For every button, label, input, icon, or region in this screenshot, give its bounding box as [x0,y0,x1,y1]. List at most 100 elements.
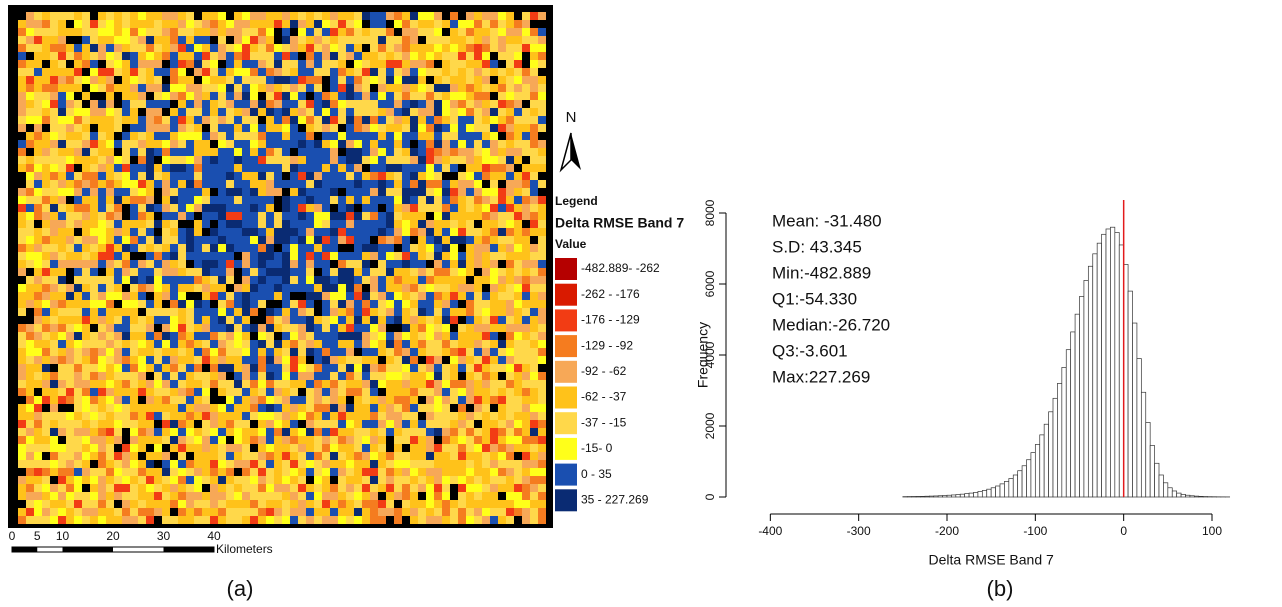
map-cell [410,292,418,300]
map-cell [410,228,418,236]
map-cell [346,412,354,420]
map-cell [506,28,514,36]
map-cell [82,412,90,420]
map-cell [258,436,266,444]
map-cell [386,204,394,212]
map-cell [306,44,314,52]
map-cell [226,444,234,452]
map-cell [530,84,538,92]
map-cell [266,468,274,476]
map-cell [18,412,26,420]
map-cell [282,260,290,268]
map-cell [426,148,434,156]
map-cell [394,180,402,188]
map-cell [442,484,450,492]
map-cell [90,108,98,116]
y-tick-label: 8000 [703,199,717,226]
map-cell [194,204,202,212]
map-cell [370,428,378,436]
map-cell [538,12,546,20]
map-cell [314,244,322,252]
map-cell [474,36,482,44]
map-cell [194,124,202,132]
map-cell [354,220,362,228]
map-cell [474,324,482,332]
map-cell [162,108,170,116]
map-cell [42,492,50,500]
map-cell [266,260,274,268]
map-cell [450,436,458,444]
map-cell [514,164,522,172]
map-cell [170,324,178,332]
map-cell [266,276,274,284]
map-cell [466,220,474,228]
map-cell [242,228,250,236]
map-cell [234,356,242,364]
map-cell [386,484,394,492]
map-cell [66,516,74,524]
map-cell [290,236,298,244]
map-cell [482,308,490,316]
map-cell [234,220,242,228]
map-cell [426,100,434,108]
map-cell [466,244,474,252]
map-cell [298,404,306,412]
map-cell [338,124,346,132]
map-cell [442,36,450,44]
map-cell [218,212,226,220]
map-cell [370,412,378,420]
map-cell [202,508,210,516]
map-cell [386,452,394,460]
map-cell [490,124,498,132]
map-cell [34,220,42,228]
map-cell [130,492,138,500]
map-cell [138,508,146,516]
map-cell [250,452,258,460]
map-cell [322,372,330,380]
map-cell [194,100,202,108]
map-cell [234,364,242,372]
map-cell [34,180,42,188]
map-cell [178,52,186,60]
map-cell [218,228,226,236]
map-cell [474,124,482,132]
bar [916,496,920,497]
map-cell [426,260,434,268]
map-cell [98,108,106,116]
map-cell [130,396,138,404]
map-cell [466,68,474,76]
map-cell [34,348,42,356]
map-cell [258,460,266,468]
map-cell [426,140,434,148]
map-cell [466,172,474,180]
map-cell [98,236,106,244]
map-cell [34,372,42,380]
map-cell [138,348,146,356]
map-cell [218,100,226,108]
map-cell [298,44,306,52]
map-cell [322,436,330,444]
map-cell [202,452,210,460]
map-cell [74,260,82,268]
map-cell [250,356,258,364]
map-cell [146,36,154,44]
map-cell [378,172,386,180]
map-cell [458,500,466,508]
map-cell [274,156,282,164]
map-cell [450,164,458,172]
map-cell [114,516,122,524]
map-cell [538,268,546,276]
map-cell [434,380,442,388]
map-cell [530,460,538,468]
map-cell [450,428,458,436]
map-cell [178,180,186,188]
map-cell [506,300,514,308]
map-cell [370,276,378,284]
map-cell [250,116,258,124]
map-cell [314,220,322,228]
map-cell [50,484,58,492]
map-cell [178,204,186,212]
map-cell [250,340,258,348]
map-cell [34,508,42,516]
map-cell [114,484,122,492]
